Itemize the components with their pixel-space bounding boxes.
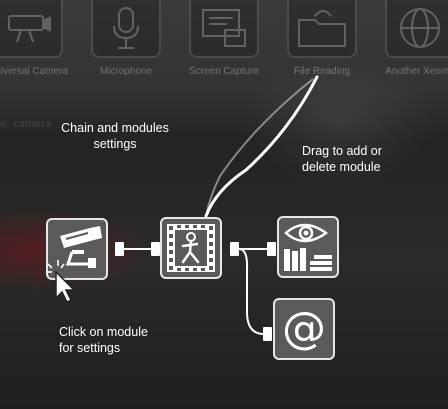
- motion-detector-module[interactable]: [160, 217, 222, 279]
- tip-chain-settings: Chain and modules settings: [61, 121, 169, 151]
- microphone-icon: [113, 7, 139, 49]
- wire-detector-email: [238, 248, 265, 335]
- palette-item-another-xeoma[interactable]: Another Xeoma: [372, 0, 448, 77]
- palette-tile: [287, 0, 357, 58]
- email-icon: @: [282, 303, 326, 354]
- camera-module[interactable]: [46, 218, 108, 280]
- background-note: e. camera: [0, 118, 52, 130]
- palette-item-screen-capture[interactable]: Screen Capture: [176, 0, 272, 77]
- camera-output-port[interactable]: [115, 242, 124, 256]
- palette-tile: [91, 0, 161, 58]
- drag-guide-line-faded: [205, 78, 314, 217]
- palette-item-microphone[interactable]: Microphone: [78, 0, 174, 77]
- palette-tile: [189, 0, 259, 58]
- email-input-port[interactable]: [263, 327, 272, 341]
- drag-guide-line: [204, 75, 319, 218]
- archive-input-port[interactable]: [267, 242, 276, 256]
- module-palette: Universal Camera Microphone Screen Captu…: [0, 0, 448, 92]
- tip-click-module: Click on module for settings: [59, 325, 148, 355]
- palette-item-universal-camera[interactable]: Universal Camera: [0, 0, 76, 77]
- camera-icon: [60, 226, 102, 268]
- motion-detector-icon: [167, 224, 215, 272]
- mouse-cursor-icon: [46, 260, 76, 304]
- email-module[interactable]: @: [273, 298, 335, 360]
- palette-label: Universal Camera: [0, 66, 69, 77]
- screen-capture-icon: [202, 9, 246, 47]
- palette-label: File Reading: [293, 66, 351, 77]
- preview-archive-module[interactable]: [277, 216, 339, 278]
- palette-tile: [385, 0, 448, 58]
- palette-label: Screen Capture: [188, 66, 260, 77]
- detector-input-port[interactable]: [151, 242, 160, 256]
- palette-label: Microphone: [99, 66, 153, 77]
- globe-icon: [400, 8, 440, 48]
- camera-icon: [8, 15, 51, 43]
- palette-tile: [0, 0, 63, 58]
- tip-drag-module: Drag to add or delete module: [302, 144, 382, 174]
- preview-archive-icon: [284, 223, 332, 271]
- detector-output-port[interactable]: [230, 242, 239, 256]
- folder-icon: [298, 10, 346, 47]
- palette-item-file-reading[interactable]: File Reading: [274, 0, 370, 77]
- palette-label: Another Xeoma: [385, 66, 448, 77]
